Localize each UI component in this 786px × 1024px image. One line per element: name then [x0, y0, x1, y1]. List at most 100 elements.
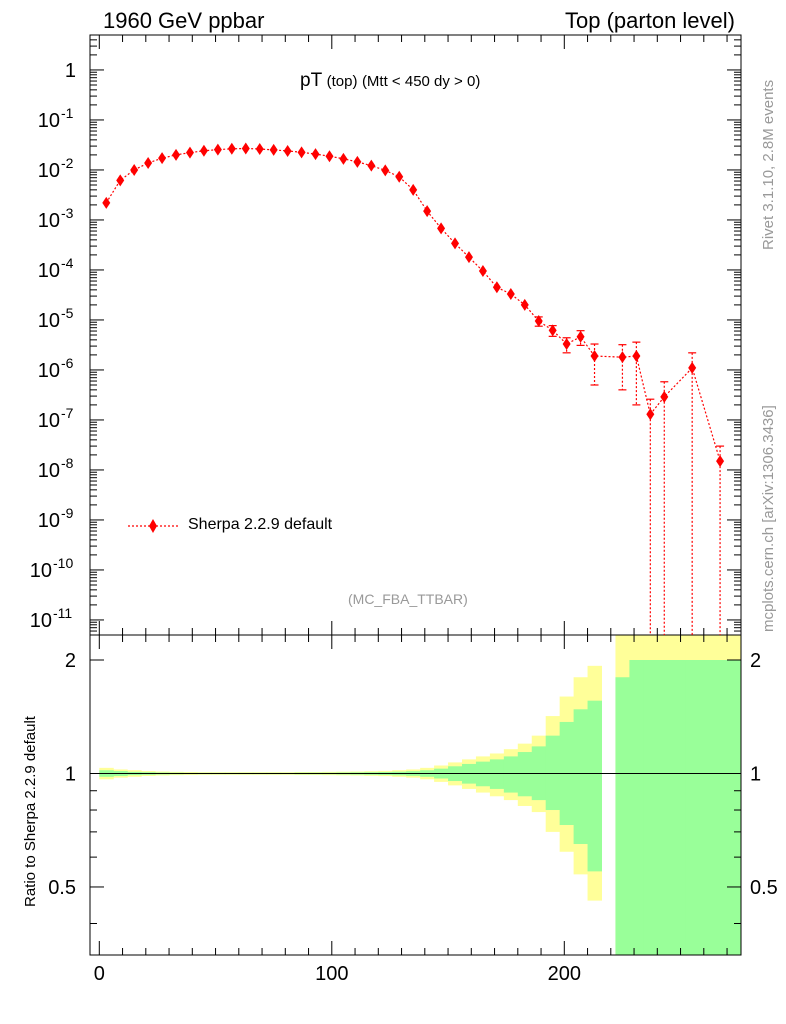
y-tick-label: 10 [38, 360, 60, 382]
data-point [116, 174, 125, 187]
data-point [492, 281, 501, 294]
ratio-band-green [727, 660, 742, 955]
y-tick-exponent: -4 [61, 255, 74, 271]
y-tick-label: 10 [30, 560, 52, 582]
chart-title-sub: (top) [326, 73, 358, 90]
ratio-band-green [699, 660, 714, 955]
x-tick-label: 100 [315, 963, 348, 985]
watermark: (MC_FBA_TTBAR) [348, 591, 468, 607]
chart-title-main: pT [300, 70, 323, 91]
data-point [297, 146, 306, 159]
data-point [158, 152, 167, 165]
data-point [144, 156, 153, 169]
y-tick-label: 10 [38, 210, 60, 232]
y-tick-exponent: -6 [61, 355, 74, 371]
data-point [325, 150, 334, 163]
data-point [506, 288, 515, 301]
y-tick-exponent: -3 [61, 205, 74, 221]
series-line [105, 147, 721, 462]
data-point [311, 148, 320, 161]
y-tick-exponent: -1 [61, 105, 74, 121]
data-point [381, 164, 390, 177]
data-point [130, 163, 139, 176]
data-point [241, 142, 250, 155]
ratio-band-green [713, 660, 728, 955]
header-right: Top (parton level) [565, 8, 735, 33]
ratio-band-green [615, 677, 630, 955]
data-point [688, 361, 697, 374]
data-point [520, 298, 529, 311]
y-tick-label: 10 [38, 160, 60, 182]
data-point [199, 144, 208, 157]
chart-title-cut: (Mtt < 450 dy > 0) [361, 73, 481, 90]
ratio-y-tick-label: 1 [65, 763, 76, 785]
y-tick-exponent: -11 [53, 605, 72, 621]
ratio-band-green [587, 700, 602, 872]
data-point [255, 143, 264, 156]
data-point [534, 315, 543, 328]
y-tick-label: 10 [38, 260, 60, 282]
data-point [395, 170, 404, 183]
y-tick-label: 1 [65, 60, 76, 82]
data-point [632, 350, 641, 363]
y-tick-exponent: -7 [61, 405, 74, 421]
y-tick-label: 10 [38, 110, 60, 132]
data-point [478, 265, 487, 278]
data-point [451, 237, 460, 250]
ratio-y-tick-label-right: 1 [750, 763, 761, 785]
y-tick-label: 10 [38, 410, 60, 432]
data-point [367, 159, 376, 172]
ratio-y-tick-label-right: 0.5 [750, 877, 778, 899]
data-point [172, 148, 181, 161]
data-point [464, 251, 473, 264]
main-frame [89, 34, 742, 636]
y-tick-exponent: -5 [61, 305, 74, 321]
data-point [548, 324, 557, 337]
data-point [353, 155, 362, 168]
ratio-y-tick-label: 2 [65, 650, 76, 672]
data-point [283, 144, 292, 157]
y-tick-label: 10 [38, 510, 60, 532]
legend-label: Sherpa 2.2.9 default [188, 516, 333, 533]
ratio-band-green [657, 660, 672, 955]
ratio-band-green [573, 709, 589, 845]
header-left: 1960 GeV ppbar [103, 8, 265, 33]
data-point [423, 205, 432, 218]
ratio-frame [89, 634, 742, 956]
x-tick-label: 200 [548, 963, 581, 985]
data-point [437, 222, 446, 235]
legend-marker [149, 519, 157, 533]
y-tick-exponent: -2 [61, 155, 74, 171]
data-point [646, 408, 655, 421]
chart-title: pT (top) (Mtt < 450 dy > 0) [300, 70, 480, 92]
data-point [409, 183, 418, 196]
data-point [339, 152, 348, 165]
data-point [660, 390, 669, 403]
x-tick-label: 0 [94, 963, 105, 985]
data-point [576, 330, 585, 343]
y-tick-label: 10 [30, 610, 52, 632]
data-point [227, 142, 236, 155]
data-point [590, 350, 599, 363]
ratio-band-green [503, 756, 519, 793]
y-tick-exponent: -10 [53, 555, 73, 571]
ratio-y-tick-label-right: 2 [750, 650, 761, 672]
data-point [562, 338, 571, 351]
data-point [618, 351, 627, 364]
data-point [716, 455, 725, 468]
ratio-band-green [685, 660, 700, 955]
data-point [213, 143, 222, 156]
ratio-band-green [489, 759, 505, 789]
y-tick-exponent: -8 [61, 455, 74, 471]
ratio-y-tick-label: 0.5 [48, 877, 76, 899]
data-point [185, 146, 194, 159]
ratio-band-green [671, 660, 686, 955]
ratio-band-green [517, 752, 533, 797]
data-point [102, 196, 111, 209]
y-tick-label: 10 [38, 310, 60, 332]
ratio-band-green [643, 660, 658, 955]
ratio-band-green [545, 735, 561, 811]
y-tick-exponent: -9 [61, 505, 74, 521]
data-point [269, 143, 278, 156]
